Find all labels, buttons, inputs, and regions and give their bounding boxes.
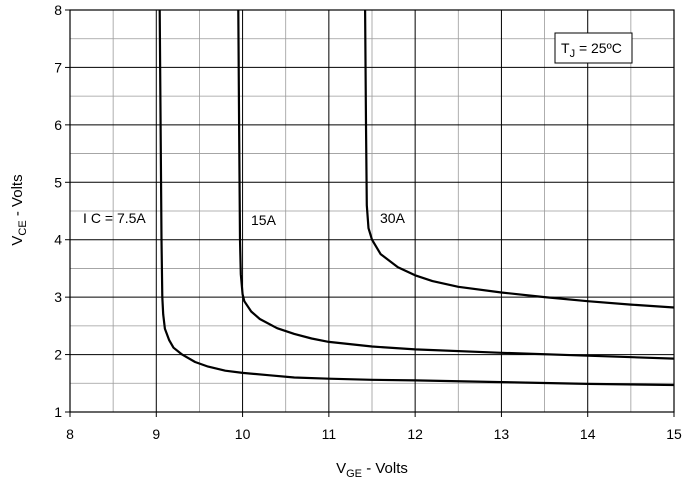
y-tick-label: 5: [54, 174, 62, 190]
y-axis-label: VCE - Volts: [9, 174, 29, 245]
series-line-s2: [237, 9, 675, 360]
series-label-30a: 30A: [380, 210, 406, 226]
x-axis-label-rest: - Volts: [362, 460, 408, 477]
y-axis-label-main: V: [9, 236, 26, 246]
y-tick-label: 8: [54, 2, 62, 18]
x-tick-label: 11: [322, 426, 337, 442]
condition-rest: = 25ºC: [575, 40, 622, 56]
x-tick-label: 15: [666, 426, 682, 442]
x-tick-label: 12: [407, 426, 423, 442]
condition-box: [554, 32, 633, 64]
y-tick-label: 2: [54, 347, 62, 363]
series-line-s1: [158, 9, 675, 387]
series-label-15a: 15A: [251, 212, 277, 228]
condition-main: T: [561, 40, 570, 56]
y-axis-label-sub: CE: [17, 220, 29, 235]
series-label-7-5a-rest: = 7.5A: [101, 210, 146, 226]
x-tick-label: 10: [235, 426, 251, 442]
x-axis-label: VGE - Volts: [336, 460, 408, 478]
y-tick-label: 1: [54, 404, 62, 420]
y-tick-label: 6: [54, 117, 62, 133]
series-label-7-5a-main: I: [83, 210, 87, 226]
x-axis-label-main: V: [336, 460, 346, 477]
y-tick-label: 3: [54, 289, 62, 305]
x-tick-label: 8: [66, 426, 74, 442]
y-axis-label-rest: - Volts: [9, 174, 26, 220]
y-tick-label: 7: [54, 59, 62, 75]
plot-frame: [69, 9, 675, 413]
series-layer: [158, 9, 675, 387]
x-tick-label: 13: [494, 426, 510, 442]
x-tick-label: 9: [152, 426, 160, 442]
y-tick-label: 4: [54, 232, 62, 248]
series-line-s3: [364, 9, 675, 309]
x-axis-label-sub: GE: [346, 468, 362, 478]
x-tick-label: 14: [580, 426, 596, 442]
series-label-7-5a-sub: C: [91, 210, 101, 226]
condition-sub: J: [570, 48, 576, 60]
condition-label: TJ = 25ºC: [561, 40, 622, 60]
